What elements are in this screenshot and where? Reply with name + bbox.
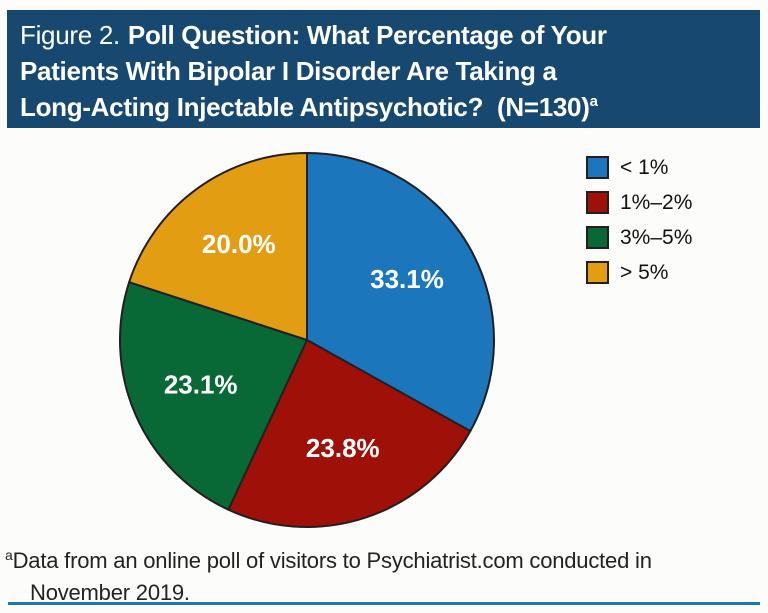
footnote-marker-sup: a [5, 547, 13, 563]
pie-slice-23.1% [119, 281, 308, 511]
footnote-line2: November 2019. [30, 580, 190, 605]
footnote-text: Data from an online poll of visitors to … [12, 548, 652, 573]
figure-header: Figure 2. Poll Question: What Percentage … [7, 10, 760, 128]
pie-slice-label: 23.1% [164, 369, 238, 399]
legend-swatch [586, 191, 609, 214]
pie-slice-label: 23.8% [306, 433, 380, 463]
figure-number: Figure 2. [20, 20, 120, 50]
footnote-line1: aData from an online poll of visitors to… [5, 546, 652, 578]
pie-slice-23.8% [227, 339, 472, 528]
legend-label: > 5% [620, 260, 669, 284]
legend-item: < 1% [586, 156, 692, 179]
legend: < 1% 1%–2% 3%–5% > 5% [586, 156, 692, 296]
legend-label: 1%–2% [620, 190, 693, 214]
pie-slice-20.0% [128, 152, 308, 341]
bottom-rule [8, 602, 760, 605]
pie-slice-33.1% [306, 152, 495, 433]
footnote-marker-sup: a [589, 93, 598, 110]
legend-item: > 5% [586, 261, 692, 284]
pie-slice-label: 33.1% [370, 264, 444, 294]
pie-slice-label: 20.0% [202, 229, 276, 259]
figure-title-line3: Long-Acting Injectable Antipsychotic? (N… [20, 89, 750, 130]
legend-label: < 1% [620, 155, 669, 179]
footnote: aData from an online poll of visitors to… [5, 546, 652, 607]
figure-title-text: Long-Acting Injectable Antipsychotic? (N… [20, 92, 590, 122]
legend-item: 3%–5% [586, 226, 692, 249]
legend-swatch [586, 226, 609, 249]
figure-title-line1: Figure 2. Poll Question: What Percentage … [20, 17, 750, 53]
figure-title-text: Poll Question: What Percentage of Your [127, 20, 607, 50]
figure-title-line2: Patients With Bipolar I Disorder Are Tak… [20, 56, 557, 86]
legend-item: 1%–2% [586, 191, 692, 214]
legend-label: 3%–5% [620, 225, 693, 249]
legend-swatch [586, 156, 609, 179]
legend-swatch [586, 261, 609, 284]
